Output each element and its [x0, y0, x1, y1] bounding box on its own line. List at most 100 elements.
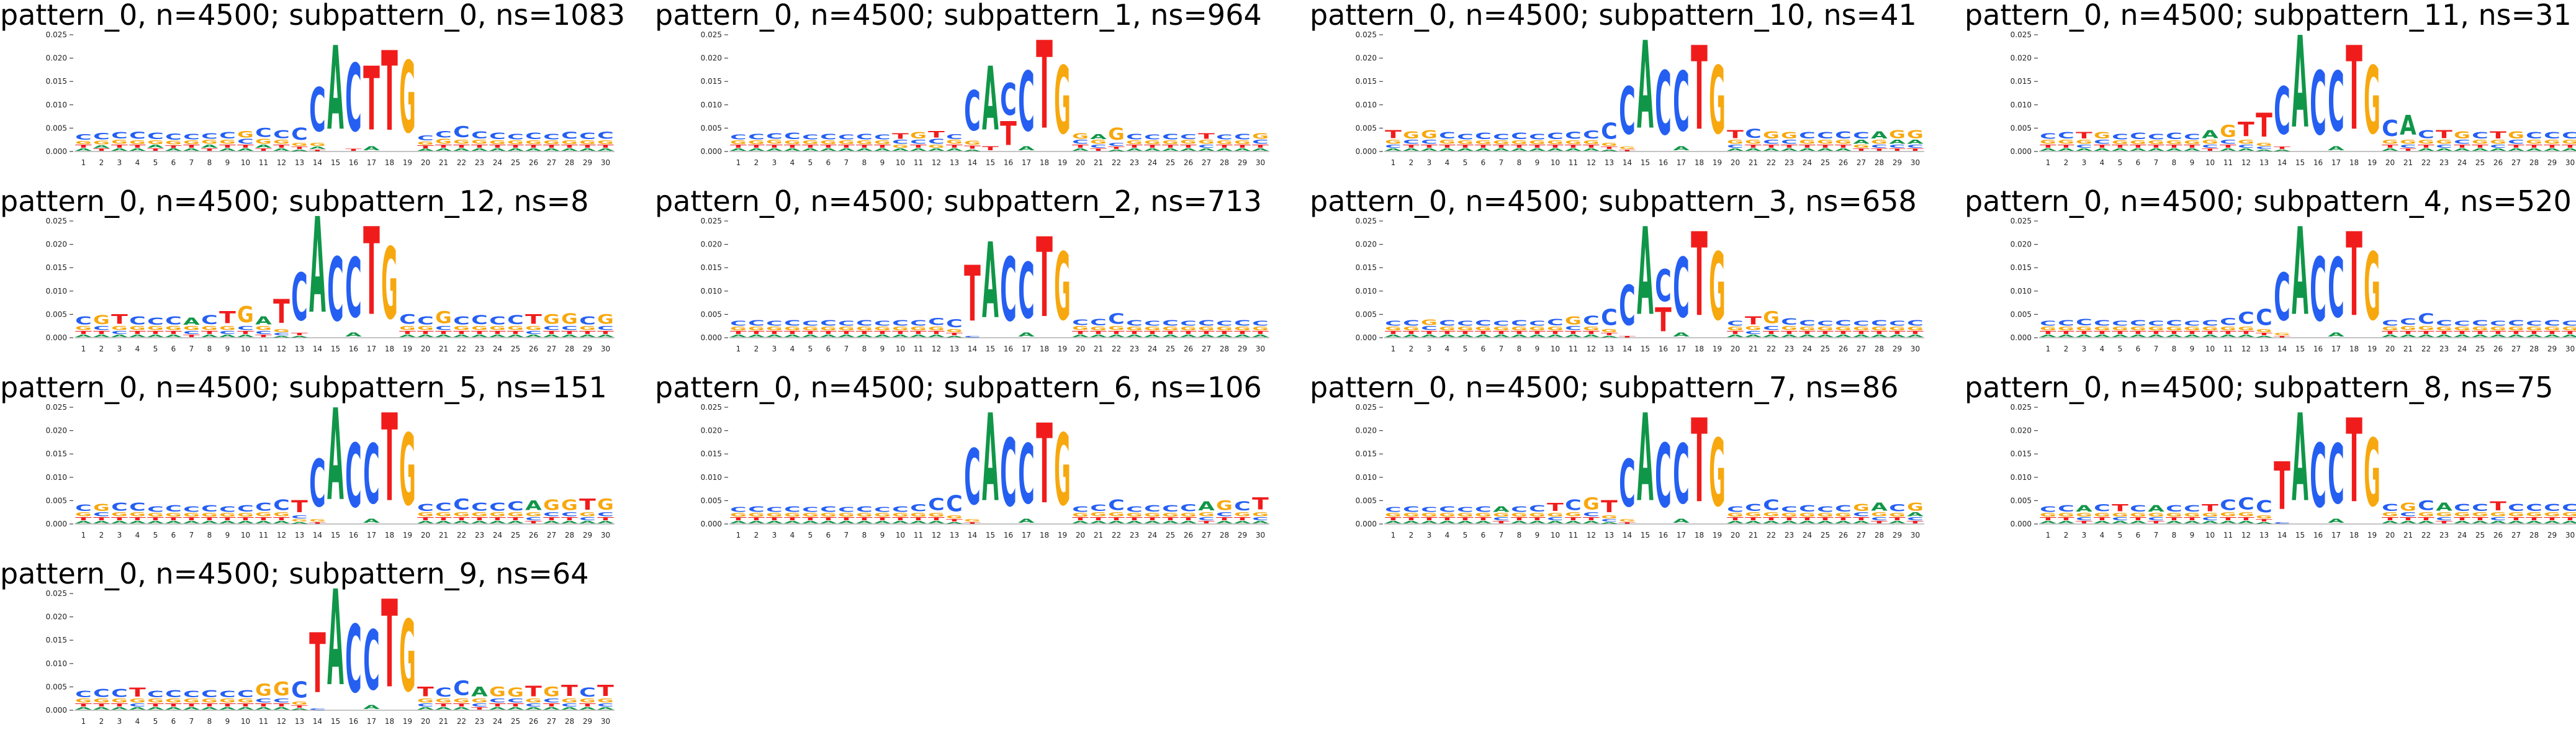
logo-letter: A [453, 334, 470, 338]
x-tick-label: 9 [1535, 158, 1540, 167]
logo-letter: C [471, 313, 488, 327]
logo-letter: G [2436, 139, 2452, 145]
logo-letter: C [543, 512, 560, 518]
x-tick-label: 9 [225, 717, 230, 726]
logo-letter: C [219, 330, 236, 335]
logo-letter: C [2310, 427, 2326, 528]
logo-letter: A [237, 707, 254, 710]
logo-letter: C [964, 434, 981, 522]
logo-letter: C [2562, 320, 2576, 327]
x-tick-label: 19 [2367, 531, 2377, 540]
logo-letter: G [1493, 326, 1510, 332]
x-tick-label: 24 [493, 345, 502, 353]
logo-letter: A [2238, 334, 2254, 338]
x-tick-label: 6 [171, 717, 176, 726]
x-tick-label: 30 [1256, 531, 1265, 540]
y-tick-label: 0.005 [2011, 496, 2032, 505]
logo-letter: C [111, 687, 128, 700]
x-tick-label: 5 [808, 531, 813, 540]
x-tick-label: 21 [439, 345, 448, 353]
logo-letter: G [1781, 325, 1798, 332]
logo-letter: T [183, 517, 200, 522]
logo-letter: C [784, 131, 801, 141]
logo-letter: G [1853, 326, 1870, 332]
y-tick-label: 0.005 [46, 310, 67, 318]
logo-letter: T [543, 517, 560, 522]
logo-letter: C [1565, 497, 1582, 513]
x-tick-label: 8 [2172, 158, 2177, 167]
logo-letter: A [543, 707, 560, 710]
logo-letter: G [183, 140, 200, 145]
logo-panel: pattern_0, n=4500; subpattern_12, ns=8 0.… [0, 185, 633, 372]
x-tick-label: 5 [808, 158, 813, 167]
logo-letter: G [874, 140, 891, 145]
logo-letter: T [910, 144, 927, 149]
x-tick-label: 4 [1445, 531, 1450, 540]
x-tick-label: 7 [189, 158, 194, 167]
logo-letter: G [2562, 326, 2576, 332]
logo-letter: T [1511, 330, 1528, 335]
logo-letter: T [1162, 330, 1179, 335]
logo-letter: A [1018, 332, 1035, 338]
logo-letter: G [201, 512, 218, 518]
x-tick-label: 17 [2331, 158, 2341, 167]
x-tick-label: 22 [1112, 531, 1121, 540]
logo-letter: G [730, 512, 747, 518]
logo-letter: C [748, 505, 765, 513]
logo-letter: A [165, 707, 182, 710]
logo-letter: A [838, 334, 855, 338]
logo-letter: T [1493, 330, 1510, 335]
logo-letter: T [856, 144, 873, 149]
logo-letter: G [1619, 518, 1636, 522]
logo-letter: A [93, 334, 110, 338]
logo-letter: G [1565, 315, 1582, 327]
logo-letter: G [1439, 326, 1456, 332]
x-tick-label: 17 [367, 345, 376, 353]
logo-letter: C [1108, 142, 1125, 147]
logo-letter: T [1871, 148, 1888, 151]
logo-letter: T [928, 130, 945, 140]
logo-letter: C [345, 45, 362, 153]
logo-letter: G [237, 512, 254, 518]
logo-letter: G [2040, 512, 2056, 518]
logo-letter: G [1198, 326, 1215, 332]
logo-letter: G [1216, 326, 1233, 332]
logo-letter: A [1018, 518, 1035, 524]
x-tick-label: 29 [1238, 345, 1247, 353]
logo-letter: T [2076, 130, 2092, 140]
logo-letter: G [1511, 140, 1528, 145]
logo-letter: T [2562, 330, 2576, 335]
logo-letter: C [1835, 503, 1852, 513]
logo-letter: C [946, 492, 963, 517]
logo-letter: C [1439, 318, 1456, 327]
x-tick-label: 2 [99, 531, 104, 540]
x-tick-label: 10 [241, 717, 250, 726]
x-tick-label: 19 [403, 345, 412, 353]
logo-letter: G [766, 512, 783, 518]
logo-letter: A [1144, 148, 1161, 151]
logo-letter: A [2094, 334, 2110, 338]
x-tick-label: 18 [2349, 158, 2359, 167]
logo-letter: C [1108, 311, 1125, 327]
y-tick-label: 0.015 [701, 263, 722, 272]
logo-letter: A [2112, 148, 2128, 151]
logo-letter: A [471, 334, 488, 338]
x-tick-label: 10 [241, 531, 250, 540]
logo-letter: G [2076, 326, 2092, 332]
x-tick-label: 10 [1551, 531, 1560, 540]
logo-letter: T [219, 517, 236, 522]
x-tick-label: 17 [1022, 345, 1031, 353]
x-tick-label: 27 [2511, 345, 2521, 353]
x-tick-label: 16 [349, 531, 358, 540]
logo-letter: C [2220, 316, 2236, 328]
logo-letter: C [2094, 318, 2110, 327]
y-tick-label: 0.000 [701, 147, 722, 156]
logo-letter: C [1180, 320, 1197, 327]
x-tick-label: 9 [880, 531, 885, 540]
x-tick-label: 23 [2439, 531, 2449, 540]
logo-letter: G [1799, 512, 1816, 518]
logo-letter: G [417, 325, 434, 332]
panel-title: pattern_0, n=4500; subpattern_7, ns=86 [1310, 371, 1899, 404]
x-tick-label: 20 [1731, 345, 1740, 353]
logo-letter: A [910, 520, 927, 524]
